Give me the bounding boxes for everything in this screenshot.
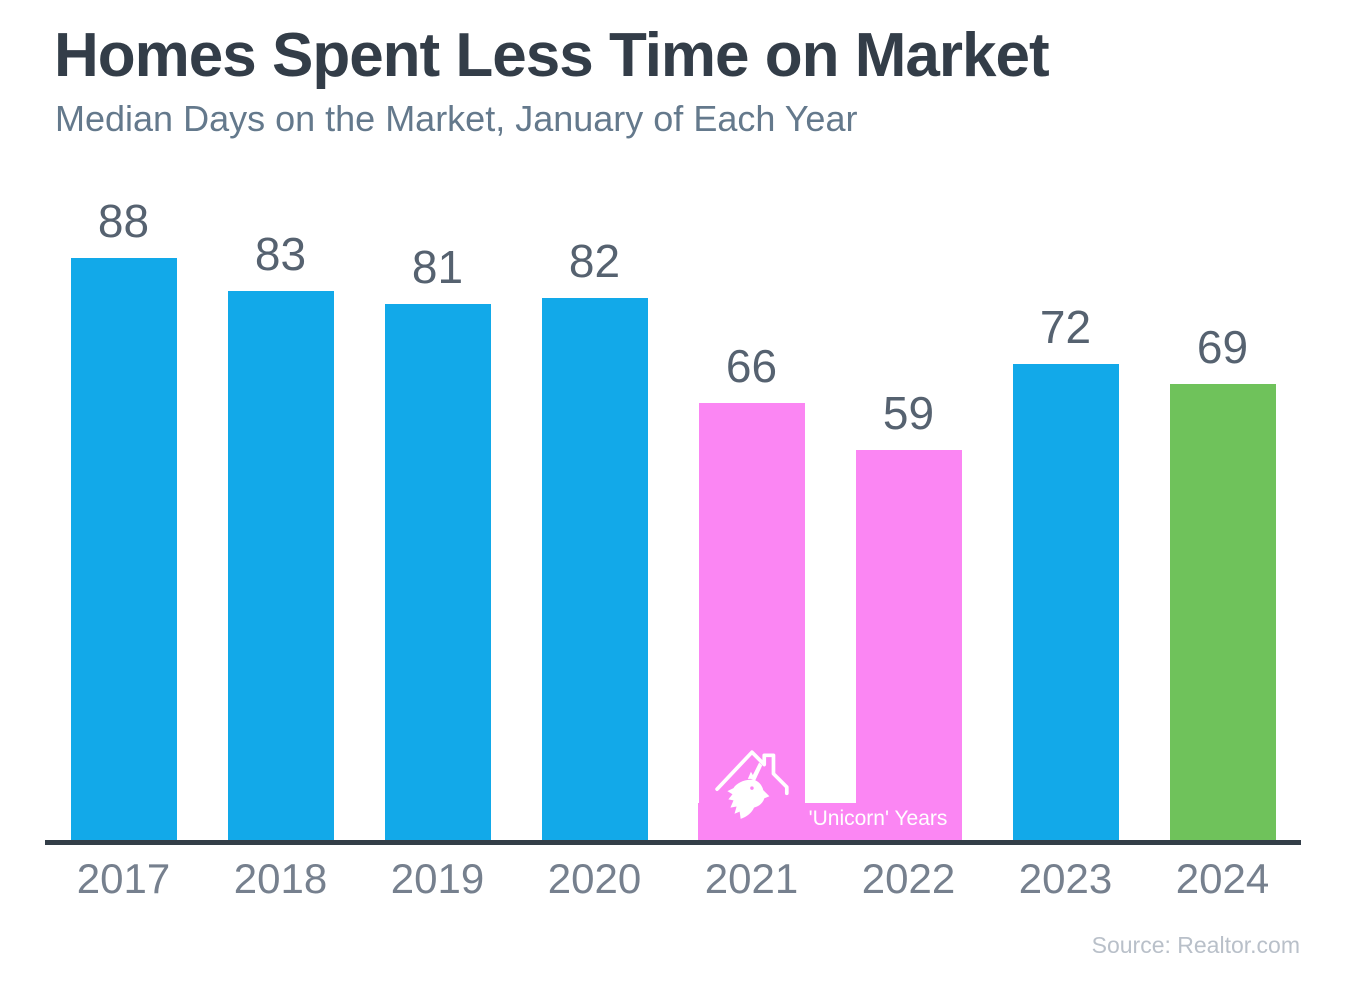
bar-value-label-2019: 81: [411, 241, 464, 293]
bar-value-label-2020: 82: [568, 235, 621, 287]
x-axis-label-2018: 2018: [233, 855, 328, 902]
bar-2017: [70, 258, 177, 840]
chart-subtitle: Median Days on the Market, January of Ea…: [55, 98, 858, 139]
x-axis-label-2022: 2022: [861, 855, 956, 902]
x-axis-labels: 2017 2018 2019 2020 2021 2022 2023 2024: [45, 858, 1301, 908]
x-axis-label-2021: 2021: [704, 855, 799, 902]
bar-2023: [1012, 364, 1119, 840]
bar-value-label-2023: 72: [1039, 301, 1092, 353]
unicorn-house-icon: [715, 750, 789, 819]
bar-2018: [227, 291, 334, 840]
bar-2022: [855, 450, 962, 840]
x-axis-label-2019: 2019: [390, 855, 485, 902]
x-axis-label-2017: 2017: [76, 855, 171, 902]
bar-2020: [541, 298, 648, 840]
plot-area: 'Unicorn' Years 88 83 81 82 66 59 72 69: [45, 195, 1301, 845]
bar-value-label-2018: 83: [254, 228, 307, 280]
bar-2024: [1169, 384, 1276, 840]
bar-2021: [698, 403, 805, 840]
bar-value-label-2024: 69: [1196, 321, 1249, 373]
x-axis-label-2020: 2020: [547, 855, 642, 902]
x-axis-label-2023: 2023: [1018, 855, 1113, 902]
bar-2019: [384, 304, 491, 840]
bar-value-label-2021: 66: [725, 340, 778, 392]
unicorn-years-label: 'Unicorn' Years: [808, 807, 948, 830]
bar-value-label-2017: 88: [97, 195, 150, 247]
chart-title: Homes Spent Less Time on Market: [54, 21, 1050, 90]
bar-value-label-2022: 59: [882, 387, 935, 439]
source-attribution: Source: Realtor.com: [1091, 932, 1300, 958]
x-axis-label-2024: 2024: [1175, 855, 1270, 902]
